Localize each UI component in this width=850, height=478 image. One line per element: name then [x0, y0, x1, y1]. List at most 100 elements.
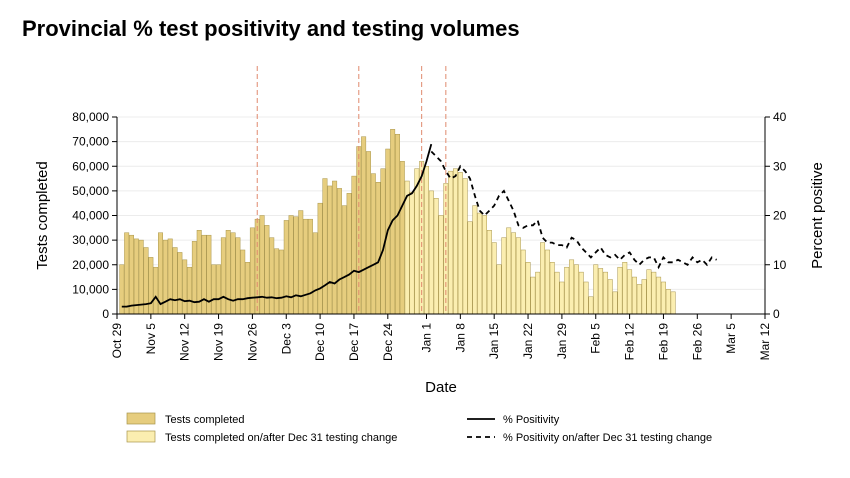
- bar-tests-completed: [293, 216, 299, 315]
- bar-tests-completed-after-change: [588, 296, 594, 315]
- y-left-tick-label: 30,000: [72, 233, 109, 247]
- bar-tests-completed: [351, 175, 357, 315]
- bar-tests-completed-after-change: [424, 166, 429, 315]
- bar-tests-completed: [124, 232, 130, 315]
- x-tick-label: Dec 17: [347, 323, 361, 361]
- bar-tests-completed: [346, 193, 352, 315]
- legend-item: % Positivity on/after Dec 31 testing cha…: [467, 432, 712, 444]
- bar-tests-completed-after-change: [670, 291, 676, 315]
- bar-tests-completed: [264, 225, 270, 315]
- x-axis-title: Date: [425, 379, 457, 396]
- bar-tests-completed-after-change: [641, 279, 647, 315]
- bar-tests-completed-after-change: [627, 269, 633, 315]
- bar-tests-completed-after-change: [491, 242, 497, 315]
- bar-tests-completed-after-change: [554, 271, 560, 315]
- bar-tests-completed: [153, 266, 159, 315]
- bar-tests-completed: [269, 237, 275, 315]
- legend-label: Tests completed on/after Dec 31 testing …: [165, 432, 397, 444]
- bar-tests-completed-after-change: [535, 271, 541, 315]
- bar-tests-completed: [395, 133, 400, 315]
- bar-tests-completed: [278, 249, 284, 315]
- bar-tests-completed-after-change: [520, 249, 526, 315]
- y-left-tick-label: 40,000: [72, 209, 109, 223]
- bar-tests-completed: [220, 237, 226, 315]
- x-tick-label: Jan 29: [555, 323, 569, 359]
- x-tick-label: Dec 24: [381, 323, 395, 361]
- x-tick-label: Nov 12: [178, 323, 192, 361]
- bar-tests-completed: [303, 218, 309, 315]
- bar-tests-completed-after-change: [404, 180, 410, 315]
- bar-tests-completed: [216, 264, 222, 315]
- y-left-tick-label: 70,000: [72, 135, 109, 149]
- bar-tests-completed-after-change: [549, 262, 555, 315]
- bar-tests-completed-after-change: [501, 237, 507, 315]
- bar-tests-completed-after-change: [559, 281, 565, 315]
- bar-tests-completed-after-change: [569, 259, 575, 315]
- bar-tests-completed-after-change: [612, 291, 618, 315]
- bar-tests-completed-after-change: [583, 281, 589, 315]
- bar-tests-completed: [399, 161, 405, 315]
- bar-tests-completed-after-change: [578, 271, 584, 315]
- x-tick-label: Feb 12: [623, 323, 637, 361]
- legend-label: % Positivity on/after Dec 31 testing cha…: [503, 432, 712, 444]
- bar-tests-completed: [298, 210, 304, 315]
- bar-tests-completed-after-change: [486, 230, 492, 315]
- bar-tests-completed: [259, 215, 265, 315]
- y-right-tick-label: 0: [773, 307, 780, 321]
- bar-tests-completed-after-change: [472, 205, 478, 315]
- bar-tests-completed: [240, 249, 246, 315]
- bar-tests-completed-after-change: [631, 276, 637, 315]
- bar-tests-completed-after-change: [477, 212, 483, 315]
- x-tick-label: Jan 22: [521, 323, 535, 359]
- legend-swatch: [126, 430, 156, 443]
- bar-tests-completed: [129, 234, 134, 315]
- bar-tests-completed-after-change: [665, 289, 671, 315]
- positivity-line-after-change: [430, 150, 718, 270]
- positivity-lines: [121, 143, 718, 308]
- bar-tests-completed: [172, 247, 178, 315]
- bar-tests-completed-after-change: [438, 215, 444, 315]
- x-tick-label: Nov 19: [212, 323, 226, 361]
- bars: [119, 129, 676, 315]
- x-tick-label: Jan 15: [487, 323, 501, 359]
- bar-tests-completed-after-change: [530, 276, 536, 315]
- x-tick-label: Oct 29: [110, 323, 124, 359]
- x-tick-label: Jan 8: [453, 323, 467, 353]
- bar-tests-completed: [201, 234, 207, 315]
- bar-tests-completed-after-change: [525, 262, 531, 315]
- bar-tests-completed-after-change: [506, 227, 512, 315]
- bar-tests-completed: [225, 230, 231, 315]
- y-axis-right-title: Percent positive: [809, 162, 826, 269]
- bar-tests-completed-after-change: [462, 178, 468, 315]
- bar-tests-completed: [288, 215, 294, 315]
- bar-tests-completed: [312, 232, 318, 315]
- bar-tests-completed-after-change: [651, 271, 657, 315]
- bar-tests-completed-after-change: [453, 168, 458, 315]
- bar-tests-completed-after-change: [660, 281, 666, 315]
- x-tick-label: Mar 5: [724, 323, 738, 354]
- bar-tests-completed: [370, 173, 376, 315]
- legend-label: % Positivity: [503, 414, 560, 426]
- y-right-tick-label: 40: [773, 110, 787, 124]
- bar-tests-completed-after-change: [414, 168, 420, 315]
- x-tick-label: Feb 19: [656, 323, 670, 361]
- x-tick-label: Jan 1: [419, 323, 433, 353]
- y-axis-left-title: Tests completed: [34, 161, 51, 269]
- y-right-tick-label: 20: [773, 209, 787, 223]
- bar-tests-completed: [332, 180, 338, 315]
- bar-tests-completed-after-change: [617, 266, 623, 315]
- bar-tests-completed: [245, 262, 251, 315]
- legend: Tests completed Tests completed on/after …: [126, 412, 712, 444]
- bar-tests-completed-after-change: [636, 284, 642, 315]
- y-right-tick-label: 10: [773, 258, 787, 272]
- bar-tests-completed-after-change: [602, 271, 608, 315]
- bar-tests-completed: [211, 264, 217, 315]
- legend-item: Tests completed on/after Dec 31 testing …: [126, 430, 397, 444]
- bar-tests-completed-after-change: [573, 264, 579, 315]
- bar-tests-completed-after-change: [564, 266, 570, 315]
- y-left-tick-label: 0: [102, 307, 109, 321]
- bar-tests-completed: [365, 151, 371, 315]
- bar-tests-completed-after-change: [496, 264, 502, 315]
- bar-tests-completed-after-change: [607, 279, 613, 315]
